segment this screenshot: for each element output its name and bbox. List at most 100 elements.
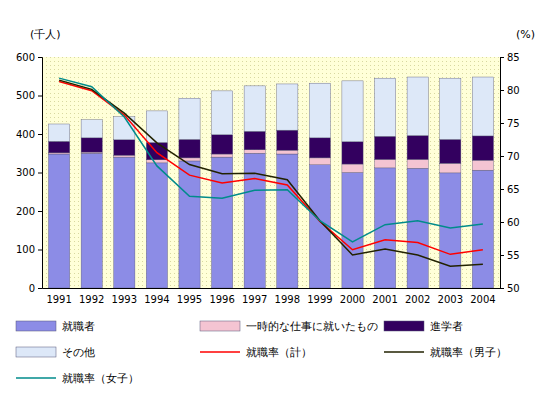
tick: 1994 [144, 288, 169, 305]
bar [309, 158, 330, 165]
tick-mark [500, 57, 504, 58]
bar [440, 139, 461, 163]
bar [472, 170, 493, 288]
tick: 1992 [79, 288, 104, 305]
tick-label: 1991 [46, 294, 71, 305]
bar [212, 157, 233, 288]
tick: 65 [500, 184, 520, 195]
tick: 0 [29, 283, 42, 294]
tick-mark [500, 123, 504, 124]
bar [374, 78, 395, 136]
legend-item: 一時的な仕事に就いたもの [200, 320, 378, 333]
bar [114, 157, 135, 288]
tick: 400 [16, 129, 42, 140]
bar [244, 150, 265, 153]
tick: 60 [500, 217, 520, 228]
legend-swatch [200, 321, 240, 331]
bar [81, 138, 102, 152]
tick: 600 [16, 52, 42, 63]
tick: 1991 [46, 288, 71, 305]
bar [440, 78, 461, 139]
bar [179, 161, 200, 288]
tick: 1995 [177, 288, 202, 305]
bar [179, 98, 200, 139]
tick-label: 1996 [209, 294, 234, 305]
bar [407, 136, 428, 160]
bar [440, 173, 461, 288]
tick-mark [38, 173, 42, 174]
legend-label: 就職者 [62, 320, 95, 333]
tick-mark [500, 189, 504, 190]
bar [342, 164, 363, 172]
tick: 2002 [405, 288, 430, 305]
legend-item: 就職率（女子） [16, 372, 139, 385]
tick: 2004 [470, 288, 495, 305]
line [59, 78, 483, 242]
bar [472, 136, 493, 160]
legend-label: 就職率（女子） [62, 372, 139, 385]
tick: 55 [500, 250, 520, 261]
legend-swatch [384, 321, 424, 331]
tick-mark [38, 250, 42, 251]
bar [277, 150, 298, 154]
legend-item: 就職率（計） [200, 346, 312, 359]
tick: 100 [16, 244, 42, 255]
tick-label: 400 [16, 129, 35, 140]
tick: 50 [500, 283, 520, 294]
bar [407, 159, 428, 168]
axis-line [43, 288, 501, 289]
bar [244, 86, 265, 131]
tick-label: 1993 [112, 294, 137, 305]
bar [114, 155, 135, 157]
tick-label: 60 [507, 217, 520, 228]
tick: 200 [16, 206, 42, 217]
bar [309, 165, 330, 288]
tick-mark [38, 211, 42, 212]
bar [277, 130, 298, 150]
plot-background [42, 57, 500, 288]
legend-swatch [16, 377, 56, 379]
axis-line [501, 58, 505, 289]
tick-mark [500, 288, 504, 289]
tick-label: 1999 [307, 294, 332, 305]
line [59, 80, 483, 266]
tick: 1997 [242, 288, 267, 305]
legend-swatch [16, 321, 56, 331]
bar [277, 154, 298, 288]
tick: 1993 [112, 288, 137, 305]
tick: 2000 [340, 288, 365, 305]
bar [374, 136, 395, 159]
bar [212, 91, 233, 135]
bar [342, 142, 363, 164]
axis-line [38, 58, 43, 289]
bar [407, 77, 428, 136]
tick-mark [38, 134, 42, 135]
tick-label: 1995 [177, 294, 202, 305]
tick-label: 70 [507, 151, 520, 162]
tick-label: 2002 [405, 294, 430, 305]
tick-label: 300 [16, 167, 35, 178]
bar [309, 83, 330, 138]
legend-label: 一時的な仕事に就いたもの [246, 320, 378, 333]
axis-title: (%) [516, 28, 535, 41]
tick-label: 1998 [275, 294, 300, 305]
bar-series [49, 153, 494, 288]
legend-item: 就職者 [16, 320, 95, 333]
bar [472, 160, 493, 170]
tick-mark [500, 255, 504, 256]
tick-label: 1994 [144, 294, 169, 305]
tick-mark [38, 288, 42, 289]
tick: 1996 [209, 288, 234, 305]
plot: 1991199219931994199519961997199819992000… [16, 52, 520, 305]
bar [342, 81, 363, 142]
tick: 75 [500, 118, 520, 129]
tick-label: 200 [16, 206, 35, 217]
marks [49, 77, 494, 288]
bar [309, 138, 330, 158]
tick-label: 2004 [470, 294, 495, 305]
bar [212, 135, 233, 154]
x-axis: 1991 1992 1993 1994 1995 1996 1997 1998 1999 2000… [43, 288, 501, 305]
chart: 1991199219931994199519961997199819992000… [0, 0, 560, 405]
bar [49, 154, 70, 288]
bar [277, 84, 298, 130]
